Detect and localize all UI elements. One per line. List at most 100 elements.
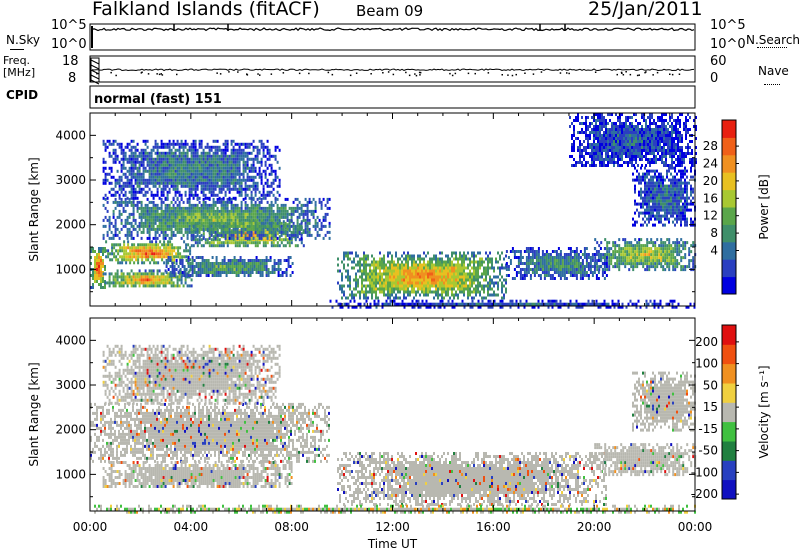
heatmap-cell <box>170 218 173 222</box>
heatmap-cell <box>145 249 148 253</box>
heatmap-cell <box>207 268 210 271</box>
heatmap-cell <box>264 175 267 179</box>
heatmap-cell <box>180 145 183 149</box>
heatmap-cell <box>216 139 219 143</box>
heatmap-cell <box>634 244 637 248</box>
heatmap-cell <box>198 209 201 213</box>
heatmap-cell <box>156 190 159 194</box>
heatmap-cell <box>600 265 603 269</box>
heatmap-cell <box>122 148 125 152</box>
heatmap-cell <box>421 278 423 282</box>
heatmap-cell <box>417 263 419 267</box>
heatmap-cell <box>262 212 265 216</box>
heatmap-cell <box>569 247 572 250</box>
heatmap-cell <box>232 218 235 222</box>
heatmap-cell <box>129 261 132 265</box>
heatmap-cell <box>407 287 409 291</box>
heatmap-cell <box>308 197 311 201</box>
heatmap-cell <box>102 259 104 262</box>
heatmap-cell <box>521 268 524 271</box>
heatmap-cell <box>405 272 407 276</box>
heatmap-cell <box>563 259 566 262</box>
heatmap-cell <box>204 203 207 207</box>
heatmap-cell <box>276 241 279 245</box>
heatmap-cell <box>256 154 259 158</box>
heatmap-cell <box>605 274 608 277</box>
heatmap-cell <box>139 249 142 253</box>
heatmap-cell <box>238 163 241 167</box>
heatmap-cell <box>270 203 273 207</box>
heatmap-cell <box>192 236 195 240</box>
heatmap-cell <box>320 206 323 210</box>
heatmap-cell <box>270 169 273 173</box>
heatmap-cell <box>230 169 233 173</box>
heatmap-cell <box>186 151 189 155</box>
heatmap-cell <box>188 218 191 222</box>
heatmap-cell <box>222 230 225 234</box>
heatmap-cell <box>529 256 532 259</box>
heatmap-cell <box>624 256 627 260</box>
heatmap-cell <box>255 271 258 274</box>
heatmap-cell <box>347 275 349 279</box>
heatmap-cell <box>207 262 210 265</box>
heatmap-cell <box>162 227 165 231</box>
heatmap-cell <box>117 249 120 253</box>
heatmap-cell <box>447 275 449 279</box>
heatmap-cell <box>447 272 449 276</box>
heatmap-cell <box>547 268 550 271</box>
heatmap-cell <box>272 238 275 242</box>
heatmap-cell <box>220 206 223 210</box>
heatmap-cell <box>158 169 161 173</box>
heatmap-cell <box>467 251 469 255</box>
heatmap-cell <box>266 139 269 143</box>
heatmap-cell <box>94 274 96 277</box>
heatmap-cell <box>594 247 597 251</box>
heatmap-cell <box>126 233 129 237</box>
heatmap-cell <box>475 266 477 270</box>
heatmap-cell <box>228 196 231 200</box>
heatmap-cell <box>124 175 127 179</box>
heatmap-cell <box>485 275 487 279</box>
heatmap-cell <box>120 200 123 204</box>
heatmap-cell <box>431 263 433 267</box>
heatmap-cell <box>194 157 197 161</box>
heatmap-cell <box>379 251 381 255</box>
heatmap-cell <box>543 277 546 280</box>
heatmap-cell <box>217 271 220 274</box>
heatmap-cell <box>182 233 185 237</box>
heatmap-cell <box>624 265 627 269</box>
heatmap-cell <box>130 175 133 179</box>
heatmap-cell <box>206 238 209 242</box>
heatmap-cell <box>435 257 437 261</box>
heatmap-cell <box>618 253 621 257</box>
heatmap-cell <box>171 274 174 277</box>
heatmap-cell <box>188 221 191 225</box>
heatmap-cell <box>268 157 271 161</box>
heatmap-cell <box>176 142 179 146</box>
heatmap-cell <box>369 275 371 279</box>
heatmap-cell <box>208 190 211 194</box>
heatmap-cell <box>477 278 479 282</box>
heatmap-cell <box>252 227 255 231</box>
heatmap-cell <box>169 240 172 244</box>
heatmap-cell <box>503 266 505 270</box>
heatmap-cell <box>214 230 217 234</box>
heatmap-cell <box>157 249 160 253</box>
heatmap-cell <box>146 139 149 143</box>
heatmap-cell <box>481 287 483 291</box>
heatmap-cell <box>120 157 123 161</box>
heatmap-cell <box>172 284 175 288</box>
heatmap-cell <box>150 224 153 228</box>
heatmap-cell <box>126 281 129 285</box>
heatmap-cell <box>483 287 485 291</box>
heatmap-cell <box>138 160 141 164</box>
heatmap-cell <box>545 250 548 253</box>
heatmap-cell <box>160 278 163 282</box>
heatmap-cell <box>260 142 263 146</box>
heatmap-cell <box>447 284 449 288</box>
heatmap-cell <box>130 145 133 149</box>
heatmap-cell <box>254 203 257 207</box>
heatmap-cell <box>618 244 621 248</box>
heatmap-cell <box>205 262 208 265</box>
heatmap-cell <box>164 175 167 179</box>
